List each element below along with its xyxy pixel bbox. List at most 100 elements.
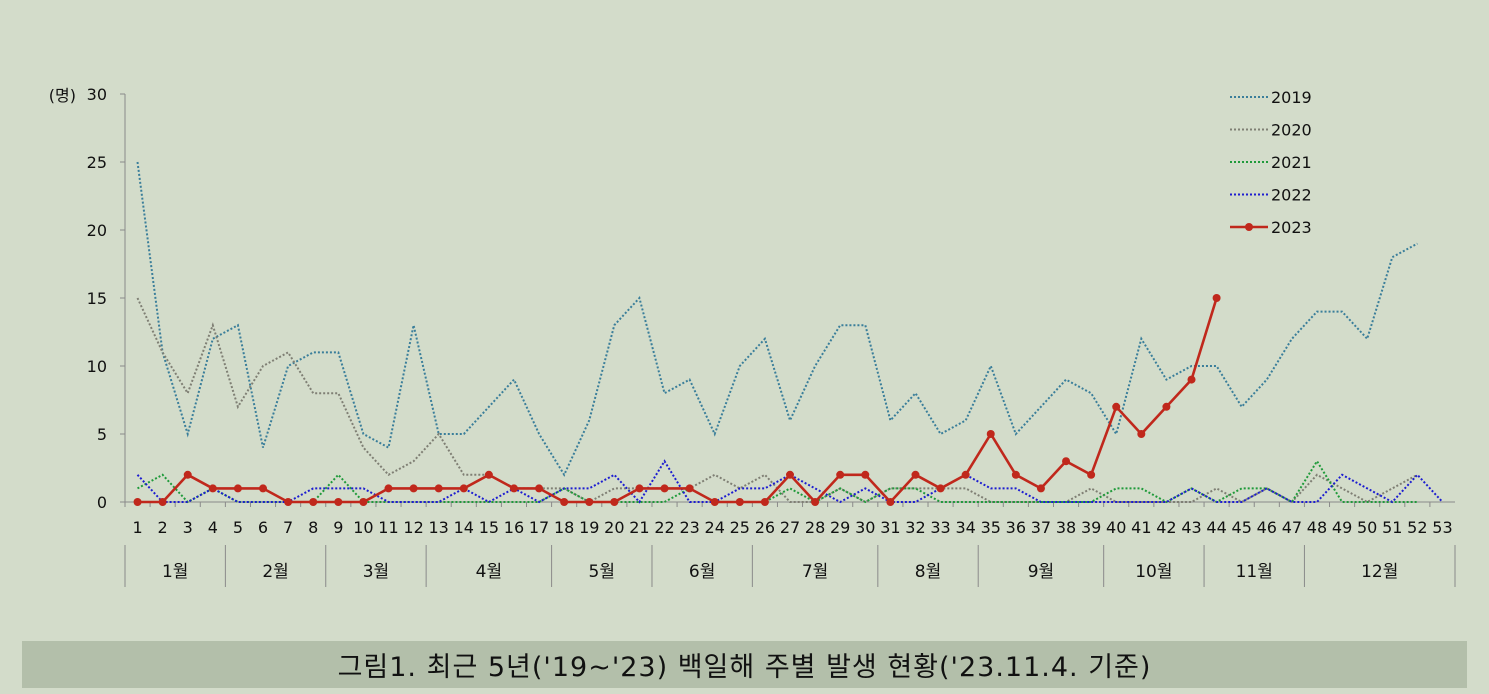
axes [124, 94, 1455, 503]
x-tick-label: 43 [1181, 518, 1201, 537]
data-point [183, 470, 192, 479]
data-point [284, 498, 293, 506]
x-tick-label: 15 [479, 518, 499, 537]
data-point [786, 470, 794, 479]
x-tick-label: 35 [981, 518, 1001, 537]
x-tick-label: 21 [629, 518, 649, 537]
month-label: 8월 [915, 562, 941, 582]
x-tick-label: 7 [283, 518, 293, 537]
series-line-2019 [136, 161, 1418, 477]
x-tick-label: 27 [780, 518, 800, 537]
x-tick-label: 37 [1031, 518, 1051, 537]
x-tick-label: 29 [830, 518, 850, 537]
x-tick-label: 40 [1106, 518, 1126, 537]
series-2021 [137, 459, 1418, 504]
data-point [1062, 457, 1071, 466]
series-line-2021 [137, 459, 1418, 504]
data-point [836, 470, 845, 479]
data-point [133, 498, 142, 506]
x-tick-label: 31 [880, 518, 900, 537]
data-point [359, 498, 368, 506]
data-point [610, 498, 619, 506]
month-labels: 1월 2월 3월 4월 5월 6월 7월 8월 9월 10월 11월 12월 [124, 545, 1456, 587]
x-tick-label: 12 [403, 518, 423, 537]
x-tick-label: 17 [529, 518, 549, 537]
data-point [961, 470, 970, 479]
x-tick-label: 49 [1332, 518, 1352, 537]
month-label: 2월 [262, 562, 288, 582]
data-point [660, 484, 669, 493]
x-tick-label: 44 [1206, 518, 1226, 537]
data-point [986, 430, 995, 438]
x-tick-label: 18 [554, 518, 574, 537]
month-label: 6월 [689, 562, 715, 582]
y-tick-label: 20 [87, 221, 107, 240]
x-tick-label: 14 [454, 518, 474, 537]
x-tick-label: 16 [504, 518, 524, 537]
month-label: 5월 [589, 562, 615, 582]
x-tick-label: 48 [1307, 518, 1327, 537]
x-tick-label: 23 [679, 518, 699, 537]
data-point [259, 484, 268, 493]
series-2020 [136, 297, 1418, 504]
legend-label-2021: 2021 [1271, 153, 1312, 172]
y-axis-ticks: 0 5 10 15 20 25 30 [87, 85, 125, 512]
series-line-2020 [136, 297, 1418, 504]
data-point [685, 484, 694, 493]
x-tick-label: 5 [233, 518, 243, 537]
x-tick-label: 45 [1232, 518, 1252, 537]
data-point [459, 484, 468, 493]
x-tick-label: 24 [705, 518, 725, 537]
month-label: 4월 [476, 562, 502, 582]
x-tick-label: 28 [805, 518, 825, 537]
data-point [1087, 470, 1096, 479]
y-tick-label: 5 [97, 425, 107, 444]
x-tick-label: 26 [755, 518, 775, 537]
y-tick-label: 0 [97, 493, 107, 512]
data-point [484, 470, 493, 479]
data-point [208, 484, 217, 493]
x-tick-label: 46 [1257, 518, 1277, 537]
x-tick-label: 9 [333, 518, 343, 537]
x-tick-label: 41 [1131, 518, 1151, 537]
x-tick-label: 42 [1156, 518, 1176, 537]
data-point [811, 498, 820, 506]
data-point [635, 484, 644, 493]
month-label: 10월 [1135, 562, 1172, 582]
data-point [409, 484, 418, 493]
x-tick-label: 11 [378, 518, 398, 537]
x-tick-label: 1 [132, 518, 142, 537]
month-label: 1월 [162, 562, 188, 582]
data-point [309, 498, 318, 506]
data-point [710, 498, 719, 506]
x-tick-label: 3 [183, 518, 193, 537]
x-tick-label: 2 [158, 518, 168, 537]
x-tick-label: 8 [308, 518, 318, 537]
legend-label-2020: 2020 [1271, 121, 1312, 140]
data-point [158, 498, 167, 506]
data-point [1212, 294, 1221, 302]
x-tick-label: 6 [258, 518, 268, 537]
x-axis-ticks: 1 2 3 4 5 6 7 8 9 10 11 12 13 14 15 16 17 18 19 20 21 22 23 24 2… [124, 502, 1453, 537]
data-point [535, 484, 544, 493]
x-tick-label: 30 [855, 518, 875, 537]
month-label: 7월 [802, 562, 828, 582]
y-tick-label: 25 [87, 153, 107, 172]
x-tick-label: 36 [1006, 518, 1026, 537]
data-point [384, 484, 393, 493]
x-tick-label: 10 [353, 518, 373, 537]
month-label: 9월 [1028, 562, 1054, 582]
data-point [1112, 402, 1121, 411]
series-line-2022 [136, 459, 1444, 504]
x-tick-label: 25 [730, 518, 750, 537]
series-layer [133, 161, 1444, 506]
series-2023 [133, 294, 1221, 506]
data-point [861, 470, 870, 479]
series-line-2023 [137, 297, 1218, 504]
data-point [1137, 430, 1146, 438]
series-2019 [136, 161, 1418, 477]
month-label: 3월 [363, 562, 389, 582]
x-tick-label: 4 [208, 518, 218, 537]
x-tick-label: 32 [905, 518, 925, 537]
